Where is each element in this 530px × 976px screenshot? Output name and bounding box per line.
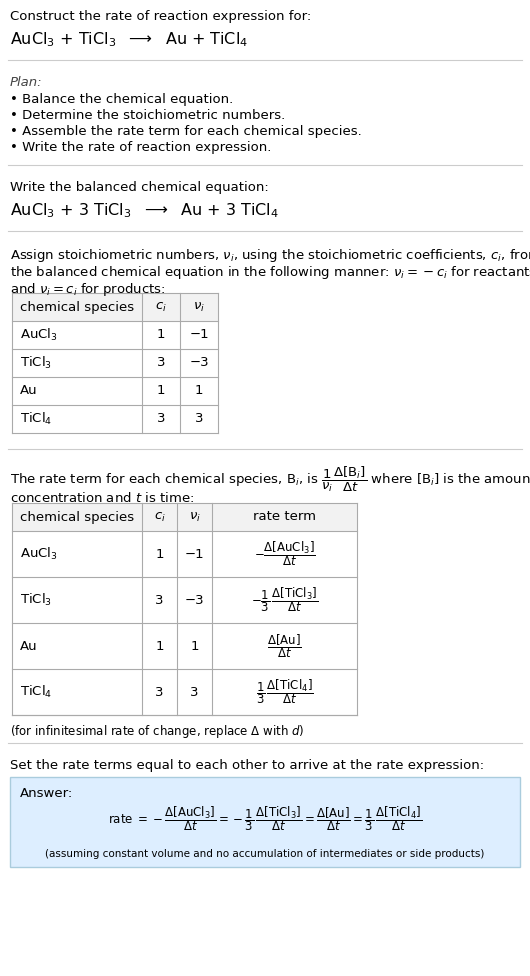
Text: rate term: rate term (253, 510, 316, 523)
Text: Au: Au (20, 385, 38, 397)
Text: 1: 1 (155, 548, 164, 560)
Text: • Assemble the rate term for each chemical species.: • Assemble the rate term for each chemic… (10, 125, 362, 138)
Text: chemical species: chemical species (20, 510, 134, 523)
Text: $\dfrac{1}{3}\,\dfrac{\Delta[\mathrm{TiCl_4}]}{\Delta t}$: $\dfrac{1}{3}\,\dfrac{\Delta[\mathrm{TiC… (255, 677, 313, 707)
Text: 3: 3 (157, 413, 165, 426)
Text: $\dfrac{\Delta[\mathrm{Au}]}{\Delta t}$: $\dfrac{\Delta[\mathrm{Au}]}{\Delta t}$ (267, 632, 302, 660)
Text: The rate term for each chemical species, B$_i$, is $\dfrac{1}{\nu_i}\dfrac{\Delt: The rate term for each chemical species,… (10, 465, 530, 494)
Text: TiCl$_3$: TiCl$_3$ (20, 355, 52, 371)
Text: 3: 3 (157, 356, 165, 370)
Text: • Write the rate of reaction expression.: • Write the rate of reaction expression. (10, 141, 271, 154)
Text: the balanced chemical equation in the following manner: $\nu_i = -c_i$ for react: the balanced chemical equation in the fo… (10, 264, 530, 281)
Text: 3: 3 (195, 413, 203, 426)
Bar (12, 503, 357, 531)
Text: concentration and $t$ is time:: concentration and $t$ is time: (10, 491, 194, 505)
Text: rate $= -\dfrac{\Delta[\mathrm{AuCl_3}]}{\Delta t} = -\dfrac{1}{3}\,\dfrac{\Delt: rate $= -\dfrac{\Delta[\mathrm{AuCl_3}]}… (108, 804, 422, 834)
Text: and $\nu_i = c_i$ for products:: and $\nu_i = c_i$ for products: (10, 281, 165, 298)
Text: −1: −1 (189, 329, 209, 342)
Text: 1: 1 (190, 639, 199, 653)
Text: (assuming constant volume and no accumulation of intermediates or side products): (assuming constant volume and no accumul… (45, 849, 485, 859)
Text: −3: −3 (184, 593, 204, 606)
Text: • Determine the stoichiometric numbers.: • Determine the stoichiometric numbers. (10, 109, 285, 122)
Text: 1: 1 (157, 385, 165, 397)
Text: 3: 3 (190, 685, 199, 699)
Text: Construct the rate of reaction expression for:: Construct the rate of reaction expressio… (10, 10, 311, 23)
Text: TiCl$_3$: TiCl$_3$ (20, 592, 52, 608)
Text: Assign stoichiometric numbers, $\nu_i$, using the stoichiometric coefficients, $: Assign stoichiometric numbers, $\nu_i$, … (10, 247, 530, 264)
Text: • Balance the chemical equation.: • Balance the chemical equation. (10, 93, 233, 106)
Text: AuCl$_3$: AuCl$_3$ (20, 327, 58, 343)
Text: (for infinitesimal rate of change, replace Δ with $d$): (for infinitesimal rate of change, repla… (10, 723, 304, 740)
Bar (12, 293, 218, 321)
Text: Answer:: Answer: (20, 787, 73, 800)
Text: TiCl$_4$: TiCl$_4$ (20, 411, 52, 427)
Text: Set the rate terms equal to each other to arrive at the rate expression:: Set the rate terms equal to each other t… (10, 759, 484, 772)
Text: −1: −1 (184, 548, 204, 560)
Text: Write the balanced chemical equation:: Write the balanced chemical equation: (10, 181, 269, 194)
Text: AuCl$_3$ + 3 TiCl$_3$  $\longrightarrow$  Au + 3 TiCl$_4$: AuCl$_3$ + 3 TiCl$_3$ $\longrightarrow$ … (10, 201, 279, 220)
Text: Plan:: Plan: (10, 76, 42, 89)
Text: 3: 3 (155, 593, 164, 606)
Text: AuCl$_3$: AuCl$_3$ (20, 546, 58, 562)
Text: TiCl$_4$: TiCl$_4$ (20, 684, 52, 700)
FancyBboxPatch shape (10, 777, 520, 867)
Text: $c_i$: $c_i$ (155, 301, 167, 313)
Text: −3: −3 (189, 356, 209, 370)
Text: 1: 1 (157, 329, 165, 342)
Text: 1: 1 (155, 639, 164, 653)
Text: $-\dfrac{1}{3}\,\dfrac{\Delta[\mathrm{TiCl_3}]}{\Delta t}$: $-\dfrac{1}{3}\,\dfrac{\Delta[\mathrm{Ti… (251, 586, 318, 615)
Text: Au: Au (20, 639, 38, 653)
Text: $-\dfrac{\Delta[\mathrm{AuCl_3}]}{\Delta t}$: $-\dfrac{\Delta[\mathrm{AuCl_3}]}{\Delta… (254, 540, 315, 568)
Text: AuCl$_3$ + TiCl$_3$  $\longrightarrow$  Au + TiCl$_4$: AuCl$_3$ + TiCl$_3$ $\longrightarrow$ Au… (10, 30, 248, 49)
Text: 3: 3 (155, 685, 164, 699)
Text: chemical species: chemical species (20, 301, 134, 313)
Text: 1: 1 (195, 385, 203, 397)
Text: $c_i$: $c_i$ (154, 510, 165, 523)
Text: $\nu_i$: $\nu_i$ (189, 510, 200, 523)
Text: $\nu_i$: $\nu_i$ (193, 301, 205, 313)
